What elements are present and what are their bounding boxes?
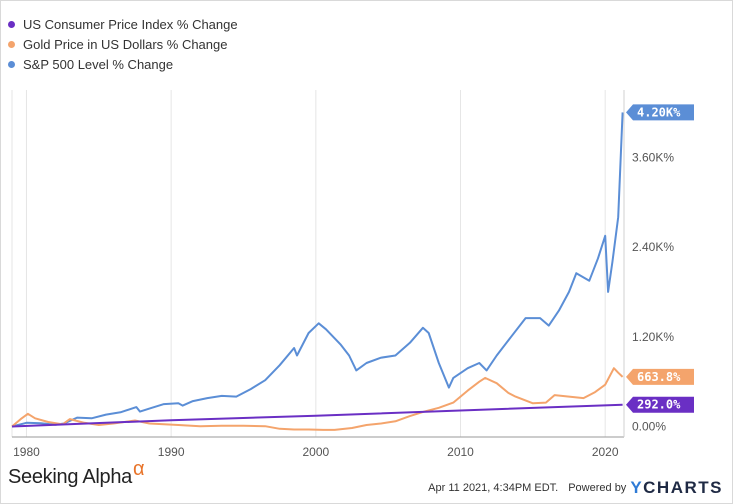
end-flag-1: 663.8%	[626, 368, 694, 385]
legend-item-cpi[interactable]: US Consumer Price Index % Change	[8, 14, 238, 34]
end-flag-label-1: 663.8%	[637, 370, 681, 384]
grid-lines	[11, 90, 606, 437]
y-tick-label-2: 2.40K%	[632, 240, 674, 254]
legend-marker-sp500	[8, 60, 15, 68]
legend-label-gold: Gold Price in US Dollars % Change	[23, 36, 228, 52]
series-line-2	[11, 403, 623, 428]
ycharts-logo[interactable]: YCHARTS	[630, 478, 723, 498]
legend-item-gold[interactable]: Gold Price in US Dollars % Change	[8, 34, 238, 54]
y-tick-label-3: 3.60K%	[632, 150, 674, 164]
y-tick-label-1: 1.20K%	[632, 330, 674, 344]
x-tick-label-1980: 1980	[13, 445, 40, 459]
x-axis: 1980 1990 2000 2010 2020	[12, 436, 624, 459]
legend-item-sp500[interactable]: S&P 500 Level % Change	[8, 54, 238, 74]
legend-label-sp500: S&P 500 Level % Change	[23, 56, 174, 72]
x-tick-label-2020: 2020	[592, 445, 619, 459]
brand-logo[interactable]: Seeking Alphaα	[8, 458, 145, 489]
ycharts-logo-text: CHARTS	[643, 478, 723, 497]
end-flag-2: 292.0%	[626, 396, 694, 413]
y-axis: 0.00% 1.20K% 2.40K% 3.60K%	[623, 90, 674, 437]
chart-legend: US Consumer Price Index % Change Gold Pr…	[8, 14, 238, 74]
series-line-0	[11, 112, 624, 428]
chart-credits: Apr 11 2021, 4:34PM EDT. Powered by YCHA…	[428, 478, 723, 498]
end-flag-label-2: 292.0%	[637, 398, 681, 412]
timestamp: Apr 11 2021, 4:34PM EDT.	[428, 482, 559, 494]
end-flag-0: 4.20K%	[626, 104, 694, 121]
end-flag-shape-0	[626, 104, 694, 121]
brand-alpha-icon: α	[132, 458, 145, 480]
brand-name: Seeking Alpha	[8, 466, 132, 488]
end-flag-shape-2	[626, 396, 694, 413]
ycharts-logo-y: Y	[630, 478, 644, 497]
y-tick-label-0: 0.00%	[632, 420, 666, 434]
x-tick-label-2000: 2000	[302, 445, 329, 459]
series-layer	[11, 112, 624, 431]
end-flag-shape-1	[626, 368, 694, 385]
x-tick-label-2010: 2010	[447, 445, 474, 459]
series-line-1	[11, 367, 624, 431]
end-value-labels: 4.20K% 663.8% 292.0%	[626, 104, 694, 413]
powered-by-label: Powered by	[568, 482, 627, 494]
end-flag-label-0: 4.20K%	[637, 105, 681, 119]
legend-marker-cpi	[8, 20, 15, 28]
legend-label-cpi: US Consumer Price Index % Change	[23, 16, 238, 32]
x-tick-label-1990: 1990	[158, 445, 185, 459]
legend-marker-gold	[8, 40, 15, 48]
